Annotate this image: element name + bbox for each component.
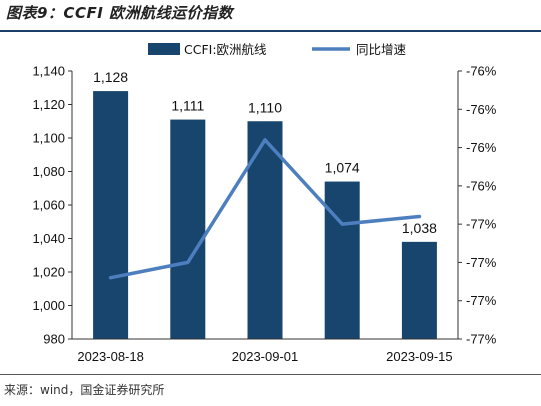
right-tick-label: -76%: [466, 178, 497, 193]
right-tick-label: -76%: [466, 140, 497, 155]
chart-legend: CCFI:欧洲航线 同比增速: [148, 42, 407, 57]
legend-swatch-bar: [148, 43, 180, 55]
x-tick-label: 2023-09-15: [386, 349, 453, 364]
x-tick-label: 2023-08-18: [77, 349, 144, 364]
left-tick-label: 1,140: [32, 64, 65, 79]
left-tick-label: 1,040: [32, 231, 65, 246]
bar-data-label: 1,074: [325, 160, 360, 176]
left-tick-label: 1,000: [32, 298, 65, 313]
bar-series: [93, 91, 437, 339]
left-tick-label: 980: [43, 332, 65, 347]
bar-2023-08-18: [93, 91, 129, 339]
right-tick-label: -76%: [466, 64, 497, 79]
bar-data-label: 1,128: [93, 69, 128, 85]
bar-data-label: 1,110: [248, 99, 282, 115]
left-tick-label: 1,020: [32, 265, 65, 280]
figure-title: 图表9：CCFI 欧洲航线运价指数: [6, 4, 234, 22]
bar-2023-09-08: [324, 181, 360, 339]
title-rule: [0, 30, 541, 32]
right-tick-label: -77%: [466, 293, 497, 308]
legend-label-bar: CCFI:欧洲航线: [184, 42, 267, 57]
right-tick-label: -76%: [466, 102, 497, 117]
right-tick-label: -77%: [466, 255, 497, 270]
bar-2023-09-15: [401, 241, 437, 339]
left-tick-label: 1,060: [32, 198, 65, 213]
left-tick-label: 1,120: [32, 97, 65, 112]
legend-label-line: 同比增速: [356, 42, 407, 57]
bar-data-label: 1,111: [171, 98, 204, 114]
source-rule: [0, 374, 541, 375]
chart-axes: 980 1,000 1,020 1,040 1,060 1,080 1,100 1,120 1,…: [32, 64, 496, 365]
x-tick-label: 2023-09-01: [232, 349, 299, 364]
yoy-growth-line: [108, 138, 422, 280]
bar-data-label: 1,038: [402, 220, 437, 236]
left-tick-label: 1,080: [32, 164, 65, 179]
bar-data-labels: 1,128 1,111 1,110 1,074 1,038: [93, 69, 437, 236]
left-tick-label: 1,100: [32, 131, 65, 146]
source-note: 来源：wind，国金证券研究所: [4, 383, 165, 397]
line-series: [108, 138, 422, 280]
bar-2023-08-25: [170, 119, 206, 339]
right-tick-label: -77%: [466, 332, 497, 347]
right-tick-label: -77%: [466, 217, 497, 232]
